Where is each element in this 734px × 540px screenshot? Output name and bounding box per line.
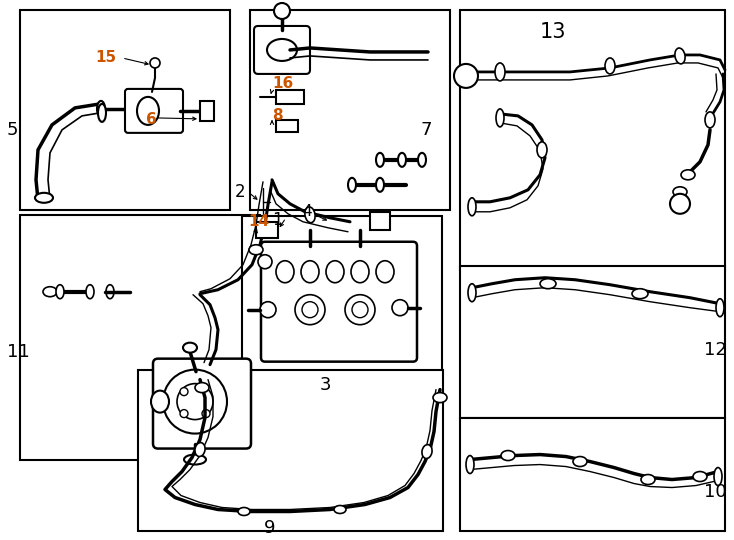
Text: 14: 14 [248, 214, 269, 230]
Text: 4: 4 [302, 204, 312, 219]
Circle shape [302, 302, 318, 318]
Ellipse shape [238, 508, 250, 516]
Text: 6: 6 [146, 112, 157, 127]
Ellipse shape [326, 261, 344, 283]
Text: 2: 2 [235, 183, 246, 201]
Circle shape [345, 295, 375, 325]
Ellipse shape [496, 109, 504, 127]
Text: 11: 11 [7, 343, 30, 361]
Ellipse shape [418, 153, 426, 167]
Ellipse shape [716, 299, 724, 316]
Text: 15: 15 [95, 50, 116, 65]
Text: 13: 13 [540, 22, 567, 42]
Text: 1: 1 [272, 211, 283, 229]
Text: 10: 10 [705, 483, 727, 501]
Circle shape [180, 388, 188, 396]
Circle shape [177, 383, 213, 420]
FancyBboxPatch shape [254, 26, 310, 74]
Ellipse shape [632, 289, 648, 299]
Ellipse shape [433, 393, 447, 403]
Ellipse shape [183, 343, 197, 353]
Ellipse shape [540, 279, 556, 289]
Bar [460, 266, 725, 417]
Circle shape [180, 410, 188, 417]
Circle shape [670, 194, 690, 214]
Ellipse shape [151, 390, 169, 413]
Circle shape [454, 64, 478, 88]
Ellipse shape [714, 468, 722, 485]
Ellipse shape [267, 39, 297, 61]
Bar [250, 10, 450, 210]
Bar [370, 212, 390, 230]
Ellipse shape [249, 245, 263, 255]
Ellipse shape [195, 383, 209, 393]
Ellipse shape [305, 207, 315, 222]
Ellipse shape [137, 97, 159, 125]
Ellipse shape [573, 456, 587, 467]
Ellipse shape [693, 471, 707, 482]
Ellipse shape [97, 101, 105, 117]
Ellipse shape [466, 456, 474, 474]
Bar [460, 10, 725, 270]
Text: 12: 12 [704, 341, 727, 359]
Ellipse shape [106, 285, 114, 299]
Ellipse shape [98, 104, 106, 122]
Circle shape [258, 255, 272, 269]
Ellipse shape [43, 287, 57, 296]
Circle shape [274, 3, 290, 19]
Ellipse shape [376, 261, 394, 283]
Circle shape [392, 300, 408, 316]
Text: 8: 8 [272, 109, 283, 123]
Ellipse shape [673, 187, 687, 197]
Bar [20, 215, 260, 460]
Ellipse shape [537, 142, 547, 158]
Ellipse shape [468, 198, 476, 216]
Ellipse shape [675, 48, 685, 64]
Ellipse shape [705, 112, 715, 128]
Ellipse shape [35, 193, 53, 203]
Ellipse shape [605, 58, 615, 74]
Bar [20, 10, 230, 210]
Text: 16: 16 [272, 77, 294, 91]
Ellipse shape [184, 455, 206, 464]
Bar [200, 101, 214, 121]
Ellipse shape [501, 450, 515, 461]
Bar [276, 90, 304, 104]
Ellipse shape [495, 63, 505, 81]
Text: 3: 3 [320, 376, 332, 394]
Ellipse shape [301, 261, 319, 283]
Text: 7: 7 [420, 121, 432, 139]
Bar [138, 370, 443, 531]
FancyBboxPatch shape [153, 359, 251, 449]
Bar [256, 222, 278, 238]
Ellipse shape [681, 170, 695, 180]
Ellipse shape [376, 178, 384, 192]
Circle shape [163, 370, 227, 434]
Ellipse shape [195, 443, 205, 456]
Ellipse shape [56, 285, 64, 299]
Ellipse shape [376, 153, 384, 167]
Circle shape [260, 302, 276, 318]
Ellipse shape [641, 475, 655, 484]
Text: 9: 9 [264, 519, 275, 537]
Bar [276, 120, 298, 132]
FancyBboxPatch shape [261, 242, 417, 362]
Bar [460, 417, 725, 531]
FancyBboxPatch shape [125, 89, 183, 133]
Ellipse shape [86, 285, 94, 299]
Circle shape [202, 410, 210, 417]
Bar [242, 216, 442, 377]
Ellipse shape [468, 284, 476, 302]
Ellipse shape [351, 261, 369, 283]
Ellipse shape [398, 153, 406, 167]
Circle shape [150, 58, 160, 68]
Text: 5: 5 [7, 121, 18, 139]
Circle shape [352, 302, 368, 318]
Ellipse shape [422, 444, 432, 458]
Ellipse shape [348, 178, 356, 192]
Circle shape [295, 295, 325, 325]
Ellipse shape [276, 261, 294, 283]
Ellipse shape [334, 505, 346, 514]
